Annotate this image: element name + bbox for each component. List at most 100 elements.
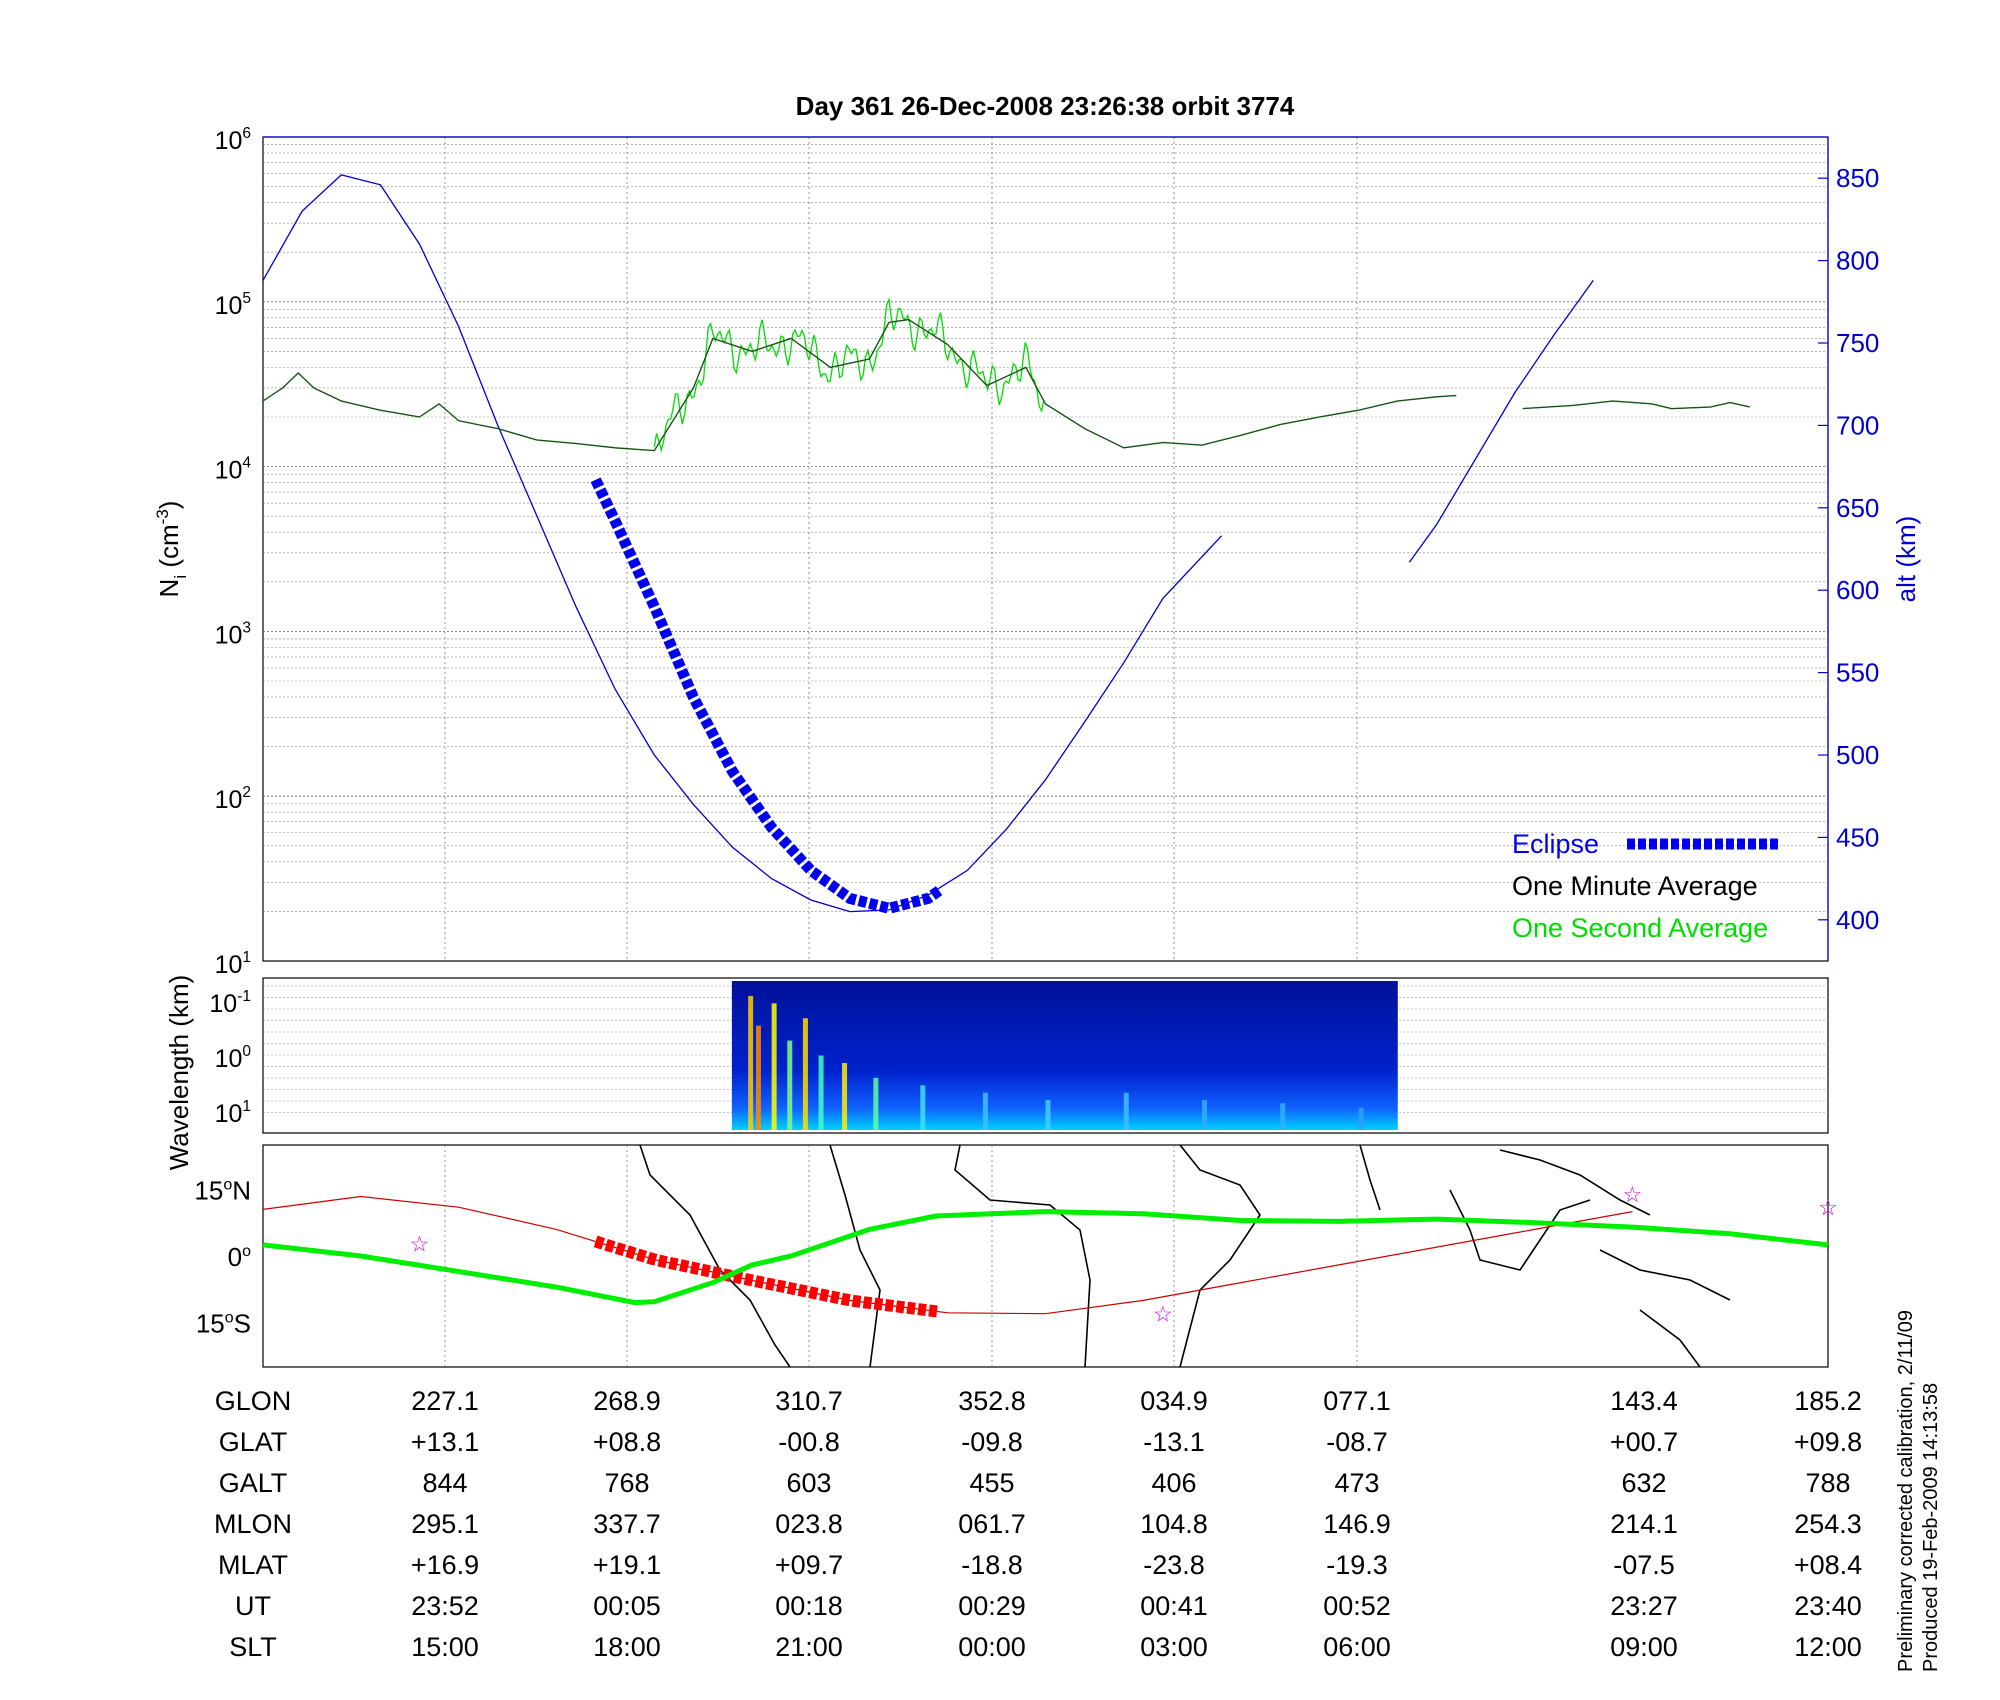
table-cell: 473 <box>1334 1468 1379 1498</box>
spectrogram-streak <box>1202 1100 1207 1130</box>
table-cell: 15:00 <box>411 1632 479 1662</box>
table-cell: +13.1 <box>411 1427 479 1457</box>
table-cell: 061.7 <box>958 1509 1026 1539</box>
table-cell: 254.3 <box>1794 1509 1862 1539</box>
altitude-tick-label: 600 <box>1836 575 1879 605</box>
density-tick-label: 103 <box>215 619 251 649</box>
density-tick-label: 106 <box>215 125 251 155</box>
table-cell: 337.7 <box>593 1509 661 1539</box>
altitude-tick-label: 400 <box>1836 905 1879 935</box>
table-cell: 104.8 <box>1140 1509 1208 1539</box>
altitude-tick-label: 700 <box>1836 410 1879 440</box>
table-cell: 214.1 <box>1610 1509 1678 1539</box>
coastline <box>1599 1249 1731 1301</box>
one-minute-average-line <box>262 318 1457 452</box>
one-second-average-line <box>653 297 1045 453</box>
eclipse-line <box>590 477 944 914</box>
density-axis-label: Ni (cm-3) <box>153 501 190 598</box>
altitude-line <box>1408 280 1594 563</box>
table-row-label: UT <box>235 1591 271 1621</box>
table-cell: 227.1 <box>411 1386 479 1416</box>
altitude-tick-label: 650 <box>1836 493 1879 523</box>
chart-title: Day 361 26-Dec-2008 23:26:38 orbit 3774 <box>796 91 1295 121</box>
table-cell: 844 <box>422 1468 467 1498</box>
spectrogram-streak <box>748 995 754 1130</box>
legend-eclipse-label: Eclipse <box>1512 829 1599 859</box>
wavelength-tick-label: 10-1 <box>209 988 251 1018</box>
one-minute-average-line <box>1522 400 1750 410</box>
spectrogram-streak <box>1358 1107 1364 1130</box>
table-cell: 146.9 <box>1323 1509 1391 1539</box>
spectrogram-streak <box>1045 1100 1051 1130</box>
table-cell: 768 <box>604 1468 649 1498</box>
map-frame <box>262 1144 1829 1368</box>
spectrogram-panel <box>262 977 1829 1134</box>
footer-calibration-note: Preliminary corrected calibration, 2/11/… <box>1895 1310 1917 1672</box>
eclipse-track-highlight <box>593 1235 941 1318</box>
table-cell: 00:18 <box>775 1591 843 1621</box>
table-cell: 00:00 <box>958 1632 1026 1662</box>
table-cell: -09.8 <box>961 1427 1023 1457</box>
spectrogram-streak <box>818 1055 824 1130</box>
coastline <box>954 1144 1091 1368</box>
table-cell: 632 <box>1621 1468 1666 1498</box>
table-cell: 03:00 <box>1140 1632 1208 1662</box>
coastline <box>1359 1144 1381 1211</box>
station-star-icon: ☆ <box>1153 1302 1173 1327</box>
table-row-label: GLAT <box>219 1427 288 1457</box>
table-cell: 00:29 <box>958 1591 1026 1621</box>
spectrogram-streak <box>873 1077 879 1130</box>
table-cell: 06:00 <box>1323 1632 1391 1662</box>
table-cell: 21:00 <box>775 1632 843 1662</box>
table-cell: +16.9 <box>411 1550 479 1580</box>
table-cell: +08.4 <box>1794 1550 1862 1580</box>
altitude-tick-label: 850 <box>1836 163 1879 193</box>
spectrogram-streak <box>920 1085 926 1130</box>
table-cell: +08.8 <box>593 1427 661 1457</box>
latitude-tick-label: 15oN <box>194 1175 251 1205</box>
table-cell: 185.2 <box>1794 1386 1862 1416</box>
coastline <box>1639 1309 1701 1368</box>
table-cell: 00:52 <box>1323 1591 1391 1621</box>
table-row-label: GALT <box>219 1468 288 1498</box>
table-cell: -00.8 <box>778 1427 840 1457</box>
table-cell: -18.8 <box>961 1550 1023 1580</box>
table-cell: 18:00 <box>593 1632 661 1662</box>
table-cell: -08.7 <box>1326 1427 1388 1457</box>
table-cell: 23:52 <box>411 1591 479 1621</box>
map-panel: 15oN 0o 15oS <box>194 1144 1829 1368</box>
altitude-tick-label: 500 <box>1836 740 1879 770</box>
table-cell: 00:05 <box>593 1591 661 1621</box>
spectrogram-streak <box>1280 1103 1286 1130</box>
density-panel <box>262 136 1829 962</box>
spectrogram-streak <box>787 1040 793 1130</box>
table-cell: 23:40 <box>1794 1591 1862 1621</box>
table-cell: 12:00 <box>1794 1632 1862 1662</box>
table-cell: 09:00 <box>1610 1632 1678 1662</box>
altitude-line <box>262 174 1223 913</box>
table-cell: 352.8 <box>958 1386 1026 1416</box>
density-tick-label: 104 <box>215 455 252 485</box>
footer-produced-note: Produced 19-Feb-2009 14:13:58 <box>1920 1383 1942 1672</box>
density-tick-label: 105 <box>215 290 251 320</box>
wavelength-axis-label: Wavelength (km) <box>164 975 194 1171</box>
spectrogram-streak <box>771 1003 777 1130</box>
latitude-tick-label: 0o <box>228 1242 251 1272</box>
spectrogram-streak <box>802 1018 808 1130</box>
latitude-tick-label: 15oS <box>196 1309 251 1339</box>
density-tick-label: 101 <box>215 949 251 979</box>
coastline <box>1499 1149 1651 1216</box>
altitude-tick-label: 750 <box>1836 328 1879 358</box>
station-star-icon: ☆ <box>1623 1182 1643 1207</box>
table-cell: 406 <box>1151 1468 1196 1498</box>
table-row-label: MLAT <box>218 1550 288 1580</box>
spectrogram-streak <box>982 1092 988 1130</box>
table-cell: 788 <box>1805 1468 1850 1498</box>
table-row-label: SLT <box>229 1632 277 1662</box>
altitude-axis-label: alt (km) <box>1891 516 1921 603</box>
table-cell: 077.1 <box>1323 1386 1391 1416</box>
coastline <box>1449 1189 1591 1271</box>
table-cell: +00.7 <box>1610 1427 1678 1457</box>
legend-one-second-label: One Second Average <box>1512 913 1768 943</box>
table-row-label: GLON <box>215 1386 292 1416</box>
